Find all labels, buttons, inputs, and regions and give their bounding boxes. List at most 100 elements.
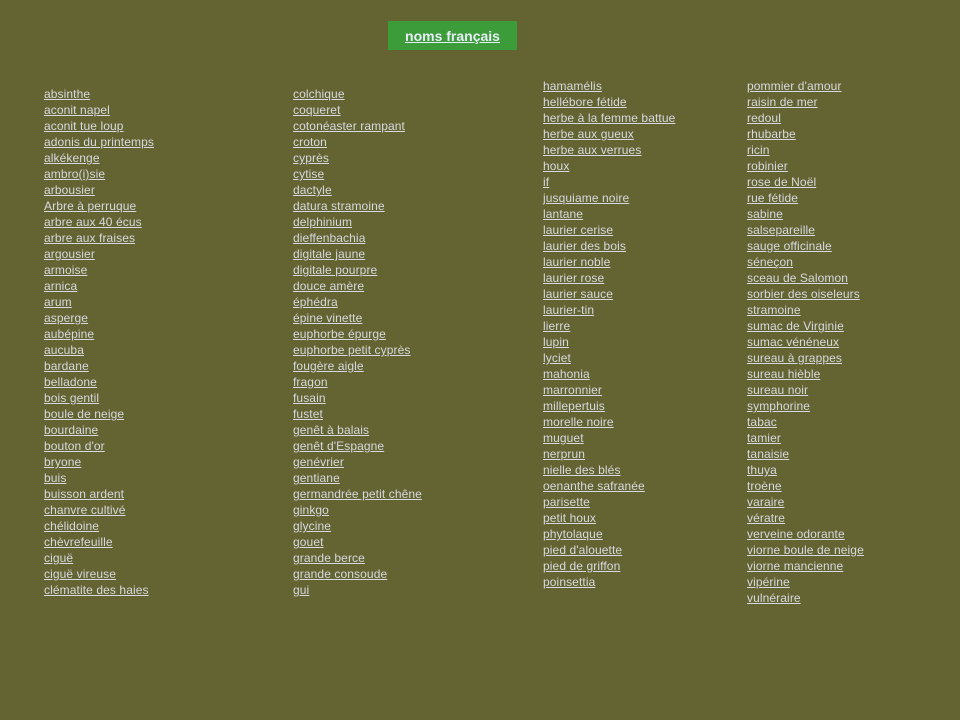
plant-link[interactable]: herbe à la femme battue [543, 111, 676, 125]
plant-link[interactable]: robinier [747, 159, 788, 173]
plant-link[interactable]: pied d'alouette [543, 543, 623, 557]
plant-link[interactable]: sorbier des oiseleurs [747, 287, 860, 301]
plant-link[interactable]: dieffenbachia [293, 231, 366, 245]
plant-link[interactable]: coqueret [293, 103, 341, 117]
plant-link[interactable]: vératre [747, 511, 786, 525]
plant-link[interactable]: aucuba [44, 343, 84, 357]
plant-link[interactable]: viorne mancienne [747, 559, 844, 573]
plant-link[interactable]: adonis du printemps [44, 135, 154, 149]
plant-link[interactable]: cyprès [293, 151, 329, 165]
plant-link[interactable]: armoise [44, 263, 88, 277]
plant-link[interactable]: buis [44, 471, 67, 485]
plant-link[interactable]: thuya [747, 463, 777, 477]
plant-link[interactable]: jusquiame noire [543, 191, 630, 205]
plant-link[interactable]: Arbre à perruque [44, 199, 137, 213]
plant-link[interactable]: pied de griffon [543, 559, 621, 573]
plant-link[interactable]: sceau de Salomon [747, 271, 848, 285]
plant-link[interactable]: ambro(i)sie [44, 167, 106, 181]
plant-link[interactable]: aconit napel [44, 103, 110, 117]
plant-link[interactable]: cytise [293, 167, 325, 181]
plant-link[interactable]: croton [293, 135, 327, 149]
plant-link[interactable]: tanaisie [747, 447, 790, 461]
plant-link[interactable]: tamier [747, 431, 781, 445]
plant-link[interactable]: genêt à balais [293, 423, 370, 437]
plant-link[interactable]: laurier-tin [543, 303, 595, 317]
plant-link[interactable]: rhubarbe [747, 127, 796, 141]
plant-link[interactable]: poinsettia [543, 575, 596, 589]
plant-link[interactable]: delphinium [293, 215, 353, 229]
plant-link[interactable]: arbre aux fraises [44, 231, 136, 245]
plant-link[interactable]: datura stramoine [293, 199, 385, 213]
plant-link[interactable]: millepertuis [543, 399, 605, 413]
plant-link[interactable]: arbre aux 40 écus [44, 215, 142, 229]
plant-link[interactable]: aubépine [44, 327, 95, 341]
plant-link[interactable]: oenanthe safranée [543, 479, 645, 493]
plant-link[interactable]: chèvrefeuille [44, 535, 113, 549]
plant-link[interactable]: nielle des blés [543, 463, 621, 477]
plant-link[interactable]: vulnéraire [747, 591, 801, 605]
plant-link[interactable]: nerprun [543, 447, 586, 461]
plant-link[interactable]: mahonia [543, 367, 590, 381]
plant-link[interactable]: varaire [747, 495, 785, 509]
plant-link[interactable]: lantane [543, 207, 584, 221]
plant-link[interactable]: morelle noire [543, 415, 614, 429]
plant-link[interactable]: sureau hièble [747, 367, 821, 381]
plant-link[interactable]: lyciet [543, 351, 571, 365]
plant-link[interactable]: alkékenge [44, 151, 100, 165]
plant-link[interactable]: salsepareille [747, 223, 816, 237]
plant-link[interactable]: boule de neige [44, 407, 125, 421]
plant-link[interactable]: rose de Noël [747, 175, 817, 189]
plant-link[interactable]: laurier des bois [543, 239, 626, 253]
plant-link[interactable]: bryone [44, 455, 82, 469]
plant-link[interactable]: raisin de mer [747, 95, 818, 109]
plant-link[interactable]: bardane [44, 359, 89, 373]
plant-link[interactable]: gentiane [293, 471, 340, 485]
plant-link[interactable]: lupin [543, 335, 569, 349]
plant-link[interactable]: cotonéaster rampant [293, 119, 405, 133]
plant-link[interactable]: stramoine [747, 303, 801, 317]
plant-link[interactable]: rue fétide [747, 191, 799, 205]
plant-link[interactable]: digitale pourpre [293, 263, 378, 277]
plant-link[interactable]: laurier sauce [543, 287, 614, 301]
plant-link[interactable]: asperge [44, 311, 89, 325]
plant-link[interactable]: tabac [747, 415, 777, 429]
plant-link[interactable]: argousier [44, 247, 95, 261]
plant-link[interactable]: if [543, 175, 550, 189]
plant-link[interactable]: grande consoude [293, 567, 388, 581]
plant-link[interactable]: chanvre cultivé [44, 503, 126, 517]
plant-link[interactable]: arnica [44, 279, 78, 293]
title-link[interactable]: noms français [405, 27, 500, 44]
plant-link[interactable]: buisson ardent [44, 487, 125, 501]
plant-link[interactable]: muguet [543, 431, 584, 445]
plant-link[interactable]: dactyle [293, 183, 332, 197]
plant-link[interactable]: hellébore fétide [543, 95, 627, 109]
plant-link[interactable]: belladone [44, 375, 97, 389]
plant-link[interactable]: épine vinette [293, 311, 363, 325]
plant-link[interactable]: symphorine [747, 399, 811, 413]
plant-link[interactable]: sureau noir [747, 383, 809, 397]
plant-link[interactable]: verveine odorante [747, 527, 845, 541]
plant-link[interactable]: arbousier [44, 183, 95, 197]
plant-link[interactable]: sureau à grappes [747, 351, 842, 365]
plant-link[interactable]: ciguë [44, 551, 74, 565]
plant-link[interactable]: hamamélis [543, 79, 602, 93]
plant-link[interactable]: pommier d'amour [747, 79, 842, 93]
plant-link[interactable]: ginkgo [293, 503, 329, 517]
plant-link[interactable]: glycine [293, 519, 332, 533]
plant-link[interactable]: ciguë vireuse [44, 567, 117, 581]
plant-link[interactable]: germandrée petit chêne [293, 487, 422, 501]
plant-link[interactable]: absinthe [44, 87, 91, 101]
plant-link[interactable]: aconit tue loup [44, 119, 124, 133]
plant-link[interactable]: troène [747, 479, 782, 493]
plant-link[interactable]: genêt d'Espagne [293, 439, 385, 453]
plant-link[interactable]: euphorbe épurge [293, 327, 386, 341]
plant-link[interactable]: éphédra [293, 295, 338, 309]
plant-link[interactable]: genévrier [293, 455, 344, 469]
plant-link[interactable]: laurier rose [543, 271, 605, 285]
plant-link[interactable]: fustet [293, 407, 323, 421]
plant-link[interactable]: euphorbe petit cyprès [293, 343, 411, 357]
plant-link[interactable]: redoul [747, 111, 781, 125]
plant-link[interactable]: grande berce [293, 551, 365, 565]
plant-link[interactable]: sabine [747, 207, 783, 221]
plant-link[interactable]: herbe aux gueux [543, 127, 634, 141]
